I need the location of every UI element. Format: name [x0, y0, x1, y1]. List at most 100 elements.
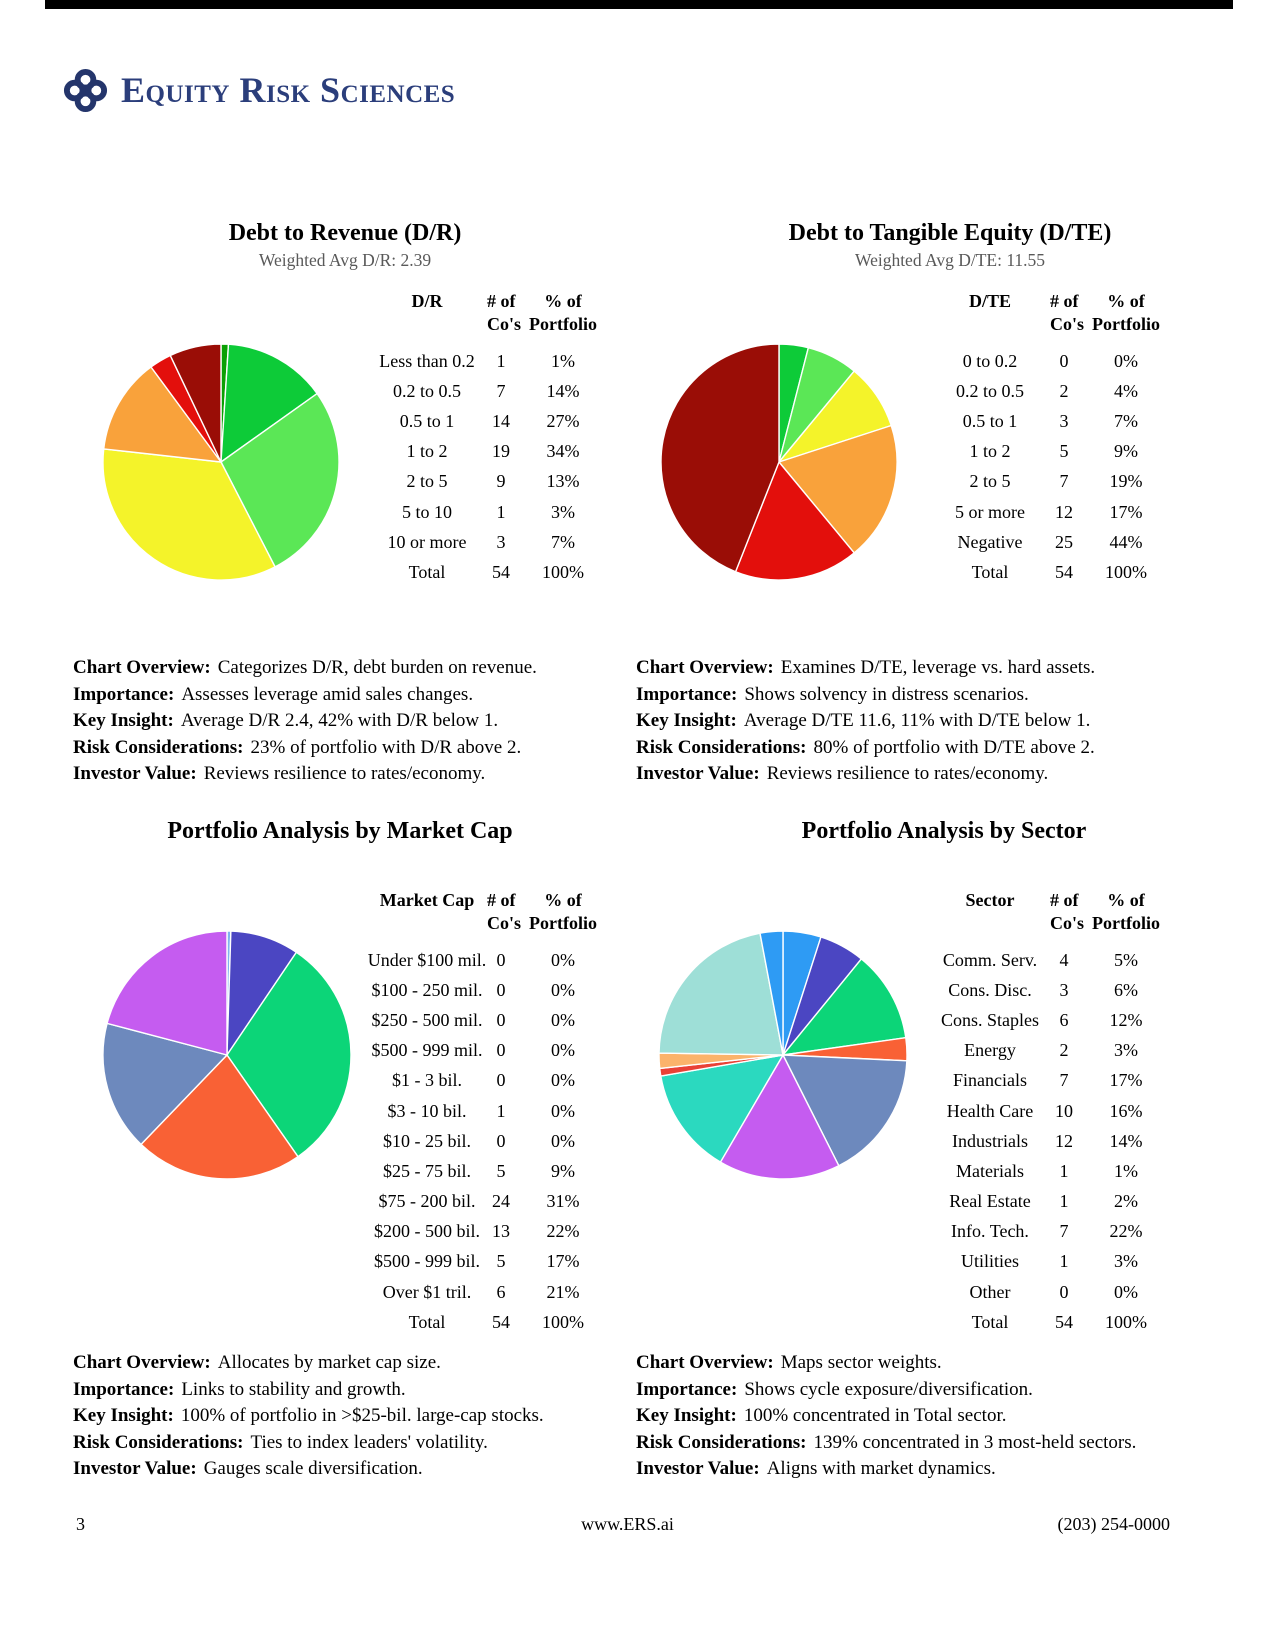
row-count: 19 [492, 441, 510, 462]
table-row: Total 54 100% [367, 557, 603, 587]
table-row: Other 0 0% [930, 1277, 1166, 1307]
table-row: Energy 2 3% [930, 1036, 1166, 1066]
row-label: $200 - 500 bil. [374, 1221, 480, 1242]
row-label: Total [408, 1311, 446, 1332]
row-label: 2 to 5 [969, 471, 1011, 492]
row-pct: 2% [1114, 1191, 1138, 1212]
description-text: 100% of portfolio in >$25-bil. large-cap… [180, 1405, 544, 1426]
description-label: Chart Overview: [73, 657, 211, 678]
description-text: 23% of portfolio with D/R above 2. [250, 736, 522, 758]
row-count: 3 [1059, 410, 1069, 431]
description-label: Investor Value: [636, 1458, 760, 1479]
row-label: $25 - 75 bil. [383, 1160, 471, 1181]
row-label: Total [408, 561, 446, 582]
description-text: Allocates by market cap size. [217, 1352, 441, 1373]
row-pct: 0% [551, 1040, 575, 1061]
row-count: 5 [496, 1251, 506, 1272]
row-pct: 7% [1114, 410, 1138, 431]
column-header-label: Market Cap [379, 890, 475, 910]
row-pct: 0% [551, 1070, 575, 1091]
row-count: 12 [1055, 501, 1073, 522]
pie-chart-market-cap [102, 930, 352, 1180]
row-count: 3 [496, 531, 506, 552]
row-count: 13 [492, 1221, 510, 1242]
row-count: 24 [492, 1191, 510, 1212]
row-pct: 0% [1114, 1281, 1138, 1302]
description-label: Risk Considerations: [636, 736, 807, 758]
description-label: Chart Overview: [636, 1352, 774, 1373]
table-row: 5 to 10 1 3% [367, 497, 603, 527]
table-row: 0.2 to 0.5 7 14% [367, 376, 603, 406]
table-row: Total 54 100% [930, 557, 1166, 587]
row-pct: 100% [1105, 1311, 1147, 1332]
description-line: Importance: Links to stability and growth… [73, 1377, 618, 1404]
description-line: Investor Value: Reviews resilience to rat… [636, 761, 1196, 788]
description-text: Average D/TE 11.6, 11% with D/TE below 1… [743, 710, 1091, 731]
row-count: 25 [1055, 531, 1073, 552]
description-label: Importance: [73, 1378, 175, 1400]
row-pct: 100% [542, 1311, 584, 1332]
chart-title-market-cap: Portfolio Analysis by Market Cap [167, 818, 513, 844]
pie-slice [660, 343, 780, 573]
description-sector: Chart Overview: Maps sector weights. Impor… [636, 1350, 1196, 1483]
row-pct: 7% [551, 531, 575, 552]
row-count: 0 [496, 1040, 506, 1061]
table-row: Materials 1 1% [930, 1156, 1166, 1186]
row-label: $75 - 200 bil. [378, 1191, 476, 1212]
table-row: $10 - 25 bil. 0 0% [367, 1126, 603, 1156]
row-pct: 0% [551, 949, 575, 970]
row-pct: 34% [546, 441, 580, 462]
table-row: $1 - 3 bil. 0 0% [367, 1066, 603, 1096]
table-row: 5 or more 12 17% [930, 497, 1166, 527]
row-count: 0 [496, 1070, 506, 1091]
footer-website: www.ERS.ai [581, 1514, 674, 1534]
row-label: 0.2 to 0.5 [955, 380, 1024, 401]
description-text: Categorizes D/R, debt burden on revenue. [217, 657, 537, 678]
column-header-count: # of Co's [1050, 291, 1085, 334]
row-count: 3 [1059, 979, 1069, 1000]
description-label: Importance: [73, 683, 175, 705]
table-row: Cons. Staples 6 12% [930, 1005, 1166, 1035]
logo-knot-icon [63, 68, 108, 112]
logo-text: Equity Risk Sciences [121, 70, 456, 110]
row-count: 0 [1059, 350, 1069, 371]
row-count: 4 [1059, 949, 1069, 970]
row-pct: 19% [1109, 471, 1143, 492]
row-count: 6 [1059, 1009, 1069, 1030]
row-count: 7 [1059, 1221, 1069, 1242]
pie-slice [102, 448, 277, 581]
table-row: 0 to 0.2 0 0% [930, 346, 1166, 376]
row-count: 2 [1059, 1040, 1069, 1061]
row-label: 2 to 5 [406, 471, 448, 492]
row-label: Total [971, 561, 1009, 582]
description-debt-to-tangible-equity: Chart Overview: Examines D/TE, leverage v… [636, 655, 1196, 788]
table-row: Total 54 100% [367, 1307, 603, 1337]
row-pct: 0% [551, 1009, 575, 1030]
table-row: $500 - 999 mil. 0 0% [367, 1036, 603, 1066]
row-label: 0.2 to 0.5 [392, 380, 461, 401]
row-label: Negative [957, 531, 1023, 552]
row-count: 54 [1055, 561, 1073, 582]
description-line: Investor Value: Reviews resilience to rat… [73, 761, 618, 788]
row-pct: 44% [1109, 531, 1143, 552]
description-line: Key Insight: 100% concentrated in Total s… [636, 1403, 1196, 1430]
column-header-pct: % of Portfolio [1092, 291, 1160, 334]
row-pct: 17% [546, 1251, 580, 1272]
row-pct: 0% [551, 1130, 575, 1151]
row-pct: 1% [1114, 1160, 1138, 1181]
row-pct: 3% [1114, 1040, 1138, 1061]
description-text: Reviews resilience to rates/economy. [203, 763, 486, 784]
row-label: 1 to 2 [406, 441, 448, 462]
row-label: 0 to 0.2 [962, 350, 1018, 371]
row-label: $10 - 25 bil. [383, 1130, 471, 1151]
row-pct: 14% [546, 380, 580, 401]
description-text: Ties to index leaders' volatility. [250, 1431, 488, 1453]
row-pct: 100% [1105, 561, 1147, 582]
table-row: 0.5 to 1 3 7% [930, 406, 1166, 436]
table-row: Over $1 tril. 6 21% [367, 1277, 603, 1307]
description-line: Key Insight: Average D/TE 11.6, 11% with … [636, 708, 1196, 735]
row-label: Less than 0.2 [379, 350, 475, 371]
description-label: Risk Considerations: [636, 1431, 807, 1453]
pie-slice [102, 1022, 229, 1146]
